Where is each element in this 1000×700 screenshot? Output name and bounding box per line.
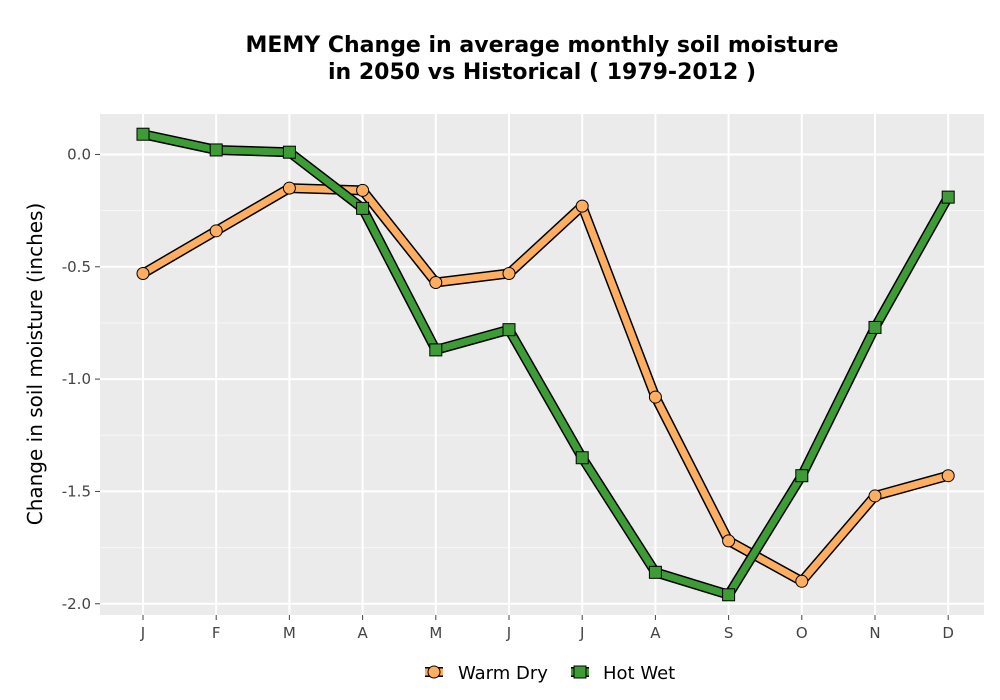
data-point-circle [136,267,150,281]
chart-title: MEMY Change in average monthly soil mois… [245,33,839,85]
x-tick-label: D [942,624,954,642]
data-point-square [795,469,809,483]
y-tick-label: -2.0 [62,595,91,613]
y-tick-label: -1.5 [62,482,91,500]
x-tick-label: A [650,624,661,642]
data-point-circle [868,489,882,503]
legend-marker-circle [427,665,441,679]
data-point-square [648,565,662,579]
data-point-circle [429,275,443,289]
y-axis-title: Change in soil moisture (inches) [23,203,47,526]
legend-label: Warm Dry [458,663,548,684]
data-point-square [502,323,516,337]
legend-marker-square [573,665,587,679]
legend-label: Hot Wet [603,663,675,684]
series-line [139,184,952,585]
x-tick-label: M [283,624,296,642]
x-tick-label: J [140,624,145,642]
data-point-circle [282,181,296,195]
data-point-square [282,145,296,159]
x-tick-label: O [796,624,808,642]
legend: Warm Dry Hot Wet [425,663,675,684]
data-point-circle [502,267,516,281]
data-point-circle [795,574,809,588]
series-warm-dry [136,181,955,588]
axis-layer: 0.0 -0.5 -1.0 -1.5 -2.0 J F M A M J J A S O N D [62,145,954,642]
data-point-square [136,127,150,141]
data-point-circle [356,183,370,197]
y-tick-label: 0.0 [67,145,91,163]
y-tick-label: -1.0 [62,370,91,388]
data-point-square [356,201,370,215]
x-tick-label: A [357,624,368,642]
data-point-square [941,190,955,204]
x-tick-label: N [869,624,880,642]
series-layer [136,127,955,602]
x-tick-label: F [212,624,221,642]
x-tick-label: M [429,624,442,642]
data-point-circle [575,199,589,213]
series-hot-wet [136,127,955,602]
x-tick-label: S [724,624,734,642]
legend-key [571,665,589,679]
data-point-square [868,320,882,334]
plot-panel [100,114,984,615]
series-line [139,130,952,599]
data-point-square [209,143,223,157]
data-point-circle [941,469,955,483]
x-tick-label: J [506,624,511,642]
data-point-square [575,451,589,465]
x-tick-label: J [579,624,584,642]
data-point-circle [209,224,223,238]
y-tick-label: -0.5 [62,258,91,276]
legend-key [425,665,443,679]
data-point-circle [648,390,662,404]
data-point-square [722,588,736,602]
data-point-square [429,343,443,357]
data-point-circle [722,534,736,548]
